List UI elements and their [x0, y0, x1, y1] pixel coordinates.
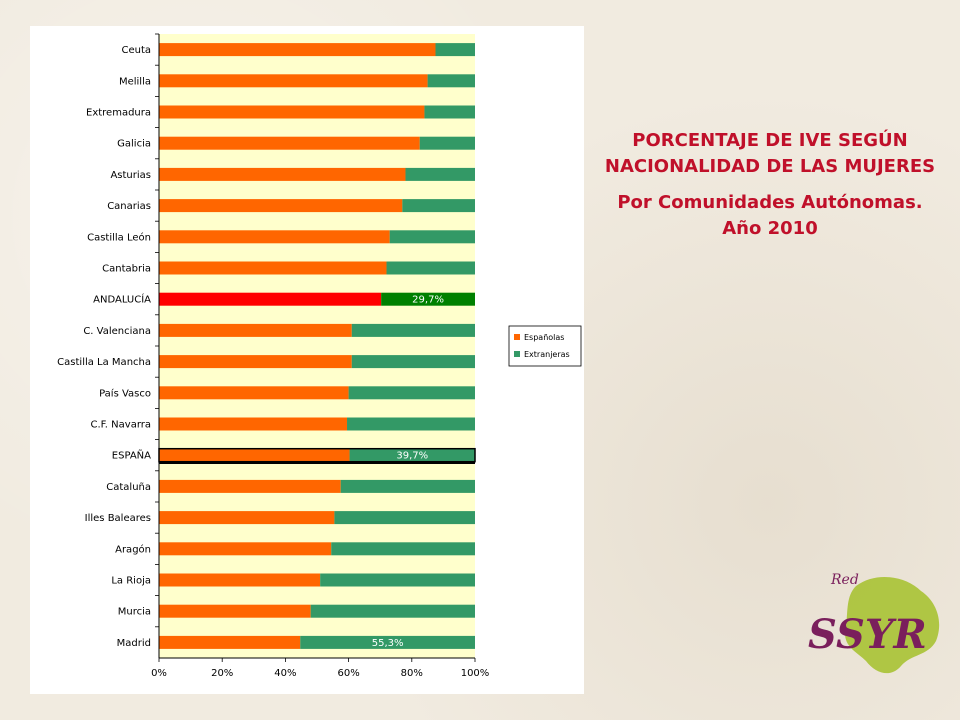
bar-cataluna-espanolas — [159, 479, 341, 493]
bar-galicia-extranjeras — [419, 136, 475, 150]
bar-galicia-espanolas — [159, 136, 420, 150]
bar-melilla-espanolas — [159, 74, 428, 88]
bar-castilla-leon-extranjeras — [389, 230, 475, 244]
chart-panel: 29,7% 39,7% 55,3% Ceuta Melilla Extremadura G… — [30, 26, 584, 694]
category-label-murcia: Murcia — [118, 607, 151, 618]
bar-espana-extranjeras — [349, 448, 475, 462]
bar-illes-baleares-extranjeras — [334, 511, 475, 525]
data-label-andalucia: 29,7% — [412, 295, 444, 306]
bar-extremadura-extranjeras — [424, 105, 475, 119]
bar-canarias-espanolas — [159, 199, 403, 213]
bar-la-rioja-espanolas — [159, 573, 321, 587]
category-label-pais-vasco: País Vasco — [99, 387, 151, 399]
x-tick-label-2: 40% — [274, 668, 296, 679]
bar-canarias-extranjeras — [402, 199, 475, 213]
data-label-espana: 39,7% — [396, 451, 428, 462]
category-label-galicia: Galicia — [117, 139, 151, 150]
bar-asturias-espanolas — [159, 167, 406, 181]
x-tick-label-3: 60% — [337, 668, 359, 679]
data-label-madrid: 55,3% — [372, 638, 404, 649]
bar-madrid-extranjeras — [300, 635, 475, 649]
bar-c-valenciana-extranjeras — [351, 323, 475, 337]
bar-castilla-leon-espanolas — [159, 230, 390, 244]
logo-small-text: Red — [830, 572, 859, 588]
bar-pais-vasco-extranjeras — [348, 386, 475, 400]
category-label-asturias: Asturias — [110, 170, 151, 181]
category-label-la-rioja: La Rioja — [111, 576, 151, 587]
category-label-c-f-navarra: C.F. Navarra — [91, 420, 152, 431]
x-tick-label-5: 100% — [461, 668, 490, 679]
slide-title: PORCENTAJE DE IVE SEGÚN NACIONALIDAD DE … — [600, 128, 940, 242]
legend-label-extranjeras: Extranjeras — [524, 350, 570, 359]
bar-andalucia-espanolas — [159, 292, 382, 306]
category-label-cantabria: Cantabria — [102, 264, 151, 275]
bar-c-f-navarra-extranjeras — [347, 417, 475, 431]
bar-espana-espanolas — [159, 448, 350, 462]
category-label-extremadura: Extremadura — [86, 108, 151, 119]
bar-murcia-extranjeras — [310, 604, 475, 618]
x-tick-label-1: 20% — [211, 668, 233, 679]
bar-cantabria-espanolas — [159, 261, 387, 275]
category-label-melilla: Melilla — [119, 76, 151, 87]
category-label-c-valenciana: C. Valenciana — [83, 326, 151, 337]
category-label-aragon: Aragón — [115, 543, 151, 555]
bar-c-valenciana-espanolas — [159, 323, 352, 337]
plot-area — [159, 34, 475, 658]
bar-extremadura-espanolas — [159, 105, 425, 119]
category-label-ceuta: Ceuta — [121, 45, 151, 56]
category-label-madrid: Madrid — [117, 638, 151, 649]
bar-castilla-la-mancha-espanolas — [159, 355, 352, 369]
bar-ceuta-extranjeras — [435, 43, 475, 57]
category-label-andalucia: ANDALUCÍA — [93, 293, 151, 306]
bar-asturias-extranjeras — [405, 167, 475, 181]
bar-aragon-espanolas — [159, 542, 332, 556]
x-tick-label-0: 0% — [151, 668, 167, 679]
red-ssyr-logo: Red SSYR — [808, 572, 940, 674]
legend: Españolas Extranjeras — [508, 325, 582, 367]
bar-aragon-extranjeras — [331, 542, 475, 556]
bar-madrid-espanolas — [159, 635, 301, 649]
legend-swatch-extranjeras — [514, 351, 520, 357]
title-main: PORCENTAJE DE IVE SEGÚN NACIONALIDAD DE … — [604, 130, 936, 177]
category-label-espana: ESPAÑA — [112, 449, 151, 462]
bar-murcia-espanolas — [159, 604, 311, 618]
bar-ceuta-espanolas — [159, 43, 436, 57]
bar-castilla-la-mancha-extranjeras — [351, 355, 475, 369]
legend-swatch-espanolas — [514, 334, 520, 340]
category-label-cataluna: Cataluña — [106, 482, 151, 493]
bar-illes-baleares-espanolas — [159, 511, 335, 525]
x-tick-label-4: 80% — [401, 668, 423, 679]
bar-pais-vasco-espanolas — [159, 386, 349, 400]
category-label-castilla-la-mancha: Castilla La Mancha — [57, 357, 151, 368]
legend-label-espanolas: Españolas — [524, 333, 564, 342]
stacked-bar-chart: 29,7% 39,7% 55,3% Ceuta Melilla Extremadura G… — [57, 33, 582, 679]
bar-cantabria-extranjeras — [386, 261, 475, 275]
bar-c-f-navarra-espanolas — [159, 417, 348, 431]
bar-andalucia-extranjeras — [381, 292, 475, 306]
category-label-castilla-leon: Castilla León — [87, 231, 151, 243]
logo-main-text: SSYR — [808, 611, 927, 658]
bar-la-rioja-extranjeras — [320, 573, 475, 587]
bar-cataluna-extranjeras — [340, 479, 475, 493]
bar-melilla-extranjeras — [427, 74, 475, 88]
title-subtitle: Por Comunidades Autónomas. Año 2010 — [617, 192, 923, 239]
category-label-canarias: Canarias — [107, 201, 151, 212]
category-label-illes-baleares: Illes Baleares — [85, 513, 151, 524]
